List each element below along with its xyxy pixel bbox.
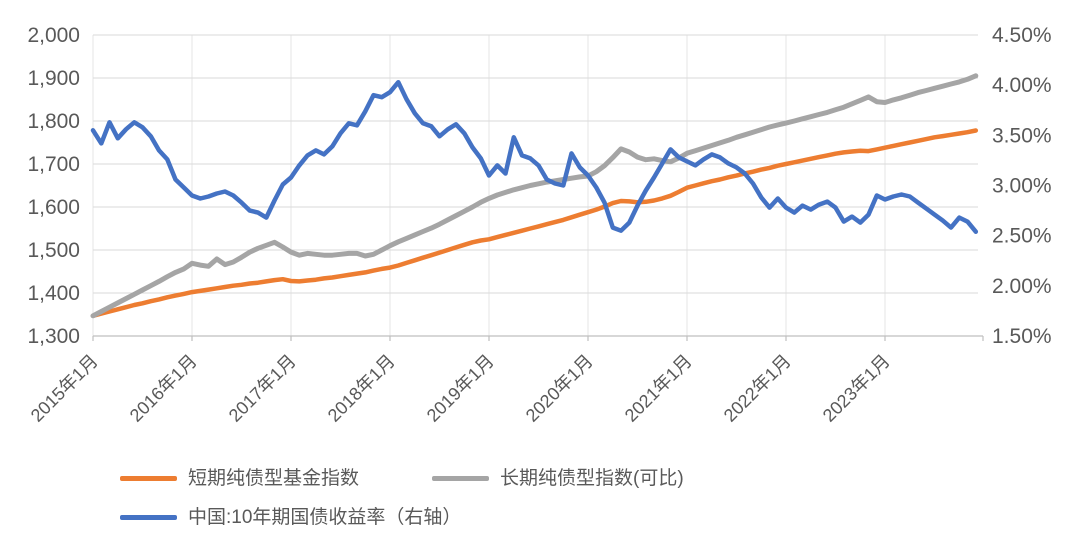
legend-label-short-term-bond-index: 短期纯债型基金指数 bbox=[188, 468, 360, 489]
left-axis-tick-label: 1,900 bbox=[27, 67, 80, 90]
right-axis-tick-label: 3.00% bbox=[992, 175, 1052, 198]
right-axis-tick-label: 4.00% bbox=[992, 74, 1052, 97]
legend-item-short-term-bond-index: 短期纯债型基金指数 bbox=[120, 469, 359, 488]
legend-label-china-10y-yield: 中国:10年期国债收益率（右轴） bbox=[188, 507, 462, 528]
legend-item-long-term-bond-index: 长期纯债型指数(可比) bbox=[432, 469, 684, 488]
legend-swatch-blue-line-icon bbox=[120, 515, 177, 520]
series-line-china-10y-treasury-yield bbox=[90, 79, 979, 234]
right-axis-tick-label: 4.50% bbox=[992, 24, 1052, 47]
left-axis-tick-label: 2,000 bbox=[27, 24, 80, 47]
right-axis-tick-label: 1.50% bbox=[992, 325, 1052, 348]
legend-swatch-orange-line-icon bbox=[120, 476, 177, 481]
x-axis-tick-label: 2016年1月 bbox=[126, 351, 201, 426]
legend-label-long-term-bond-index: 长期纯债型指数(可比) bbox=[500, 468, 684, 489]
left-axis-tick-label: 1,400 bbox=[27, 282, 80, 305]
left-axis-tick-label: 1,300 bbox=[27, 325, 80, 348]
x-axis-tick-label: 2023年1月 bbox=[819, 351, 894, 426]
x-axis-tick-label: 2020年1月 bbox=[522, 351, 597, 426]
right-axis-tick-label: 2.00% bbox=[992, 275, 1052, 298]
x-axis-tick-label: 2022年1月 bbox=[720, 351, 795, 426]
left-axis-tick-label: 1,500 bbox=[27, 239, 80, 262]
series-line-short-term-pure-bond-fund-index bbox=[90, 128, 979, 319]
left-axis-tick-label: 1,600 bbox=[27, 196, 80, 219]
series-line-long-term-pure-bond-index-comparable bbox=[90, 73, 979, 319]
legend-row-2: 中国:10年期国债收益率（右轴） bbox=[120, 508, 461, 527]
right-axis-tick-label: 3.50% bbox=[992, 124, 1052, 147]
x-axis-tick-label: 2018年1月 bbox=[324, 351, 399, 426]
x-axis-tick-label: 2019年1月 bbox=[423, 351, 498, 426]
x-axis-tick-label: 2017年1月 bbox=[225, 351, 300, 426]
x-axis-tick-label: 2015年1月 bbox=[27, 351, 102, 426]
x-axis-tick-label: 2021年1月 bbox=[621, 351, 696, 426]
left-axis-tick-label: 1,800 bbox=[27, 110, 80, 133]
legend-item-china-10y-yield: 中国:10年期国债收益率（右轴） bbox=[120, 508, 461, 527]
left-axis-tick-label: 1,700 bbox=[27, 153, 80, 176]
legend-row-1: 短期纯债型基金指数 长期纯债型指数(可比) bbox=[120, 469, 684, 488]
legend-swatch-gray-line-icon bbox=[432, 476, 490, 481]
right-axis-tick-label: 2.50% bbox=[992, 225, 1052, 248]
